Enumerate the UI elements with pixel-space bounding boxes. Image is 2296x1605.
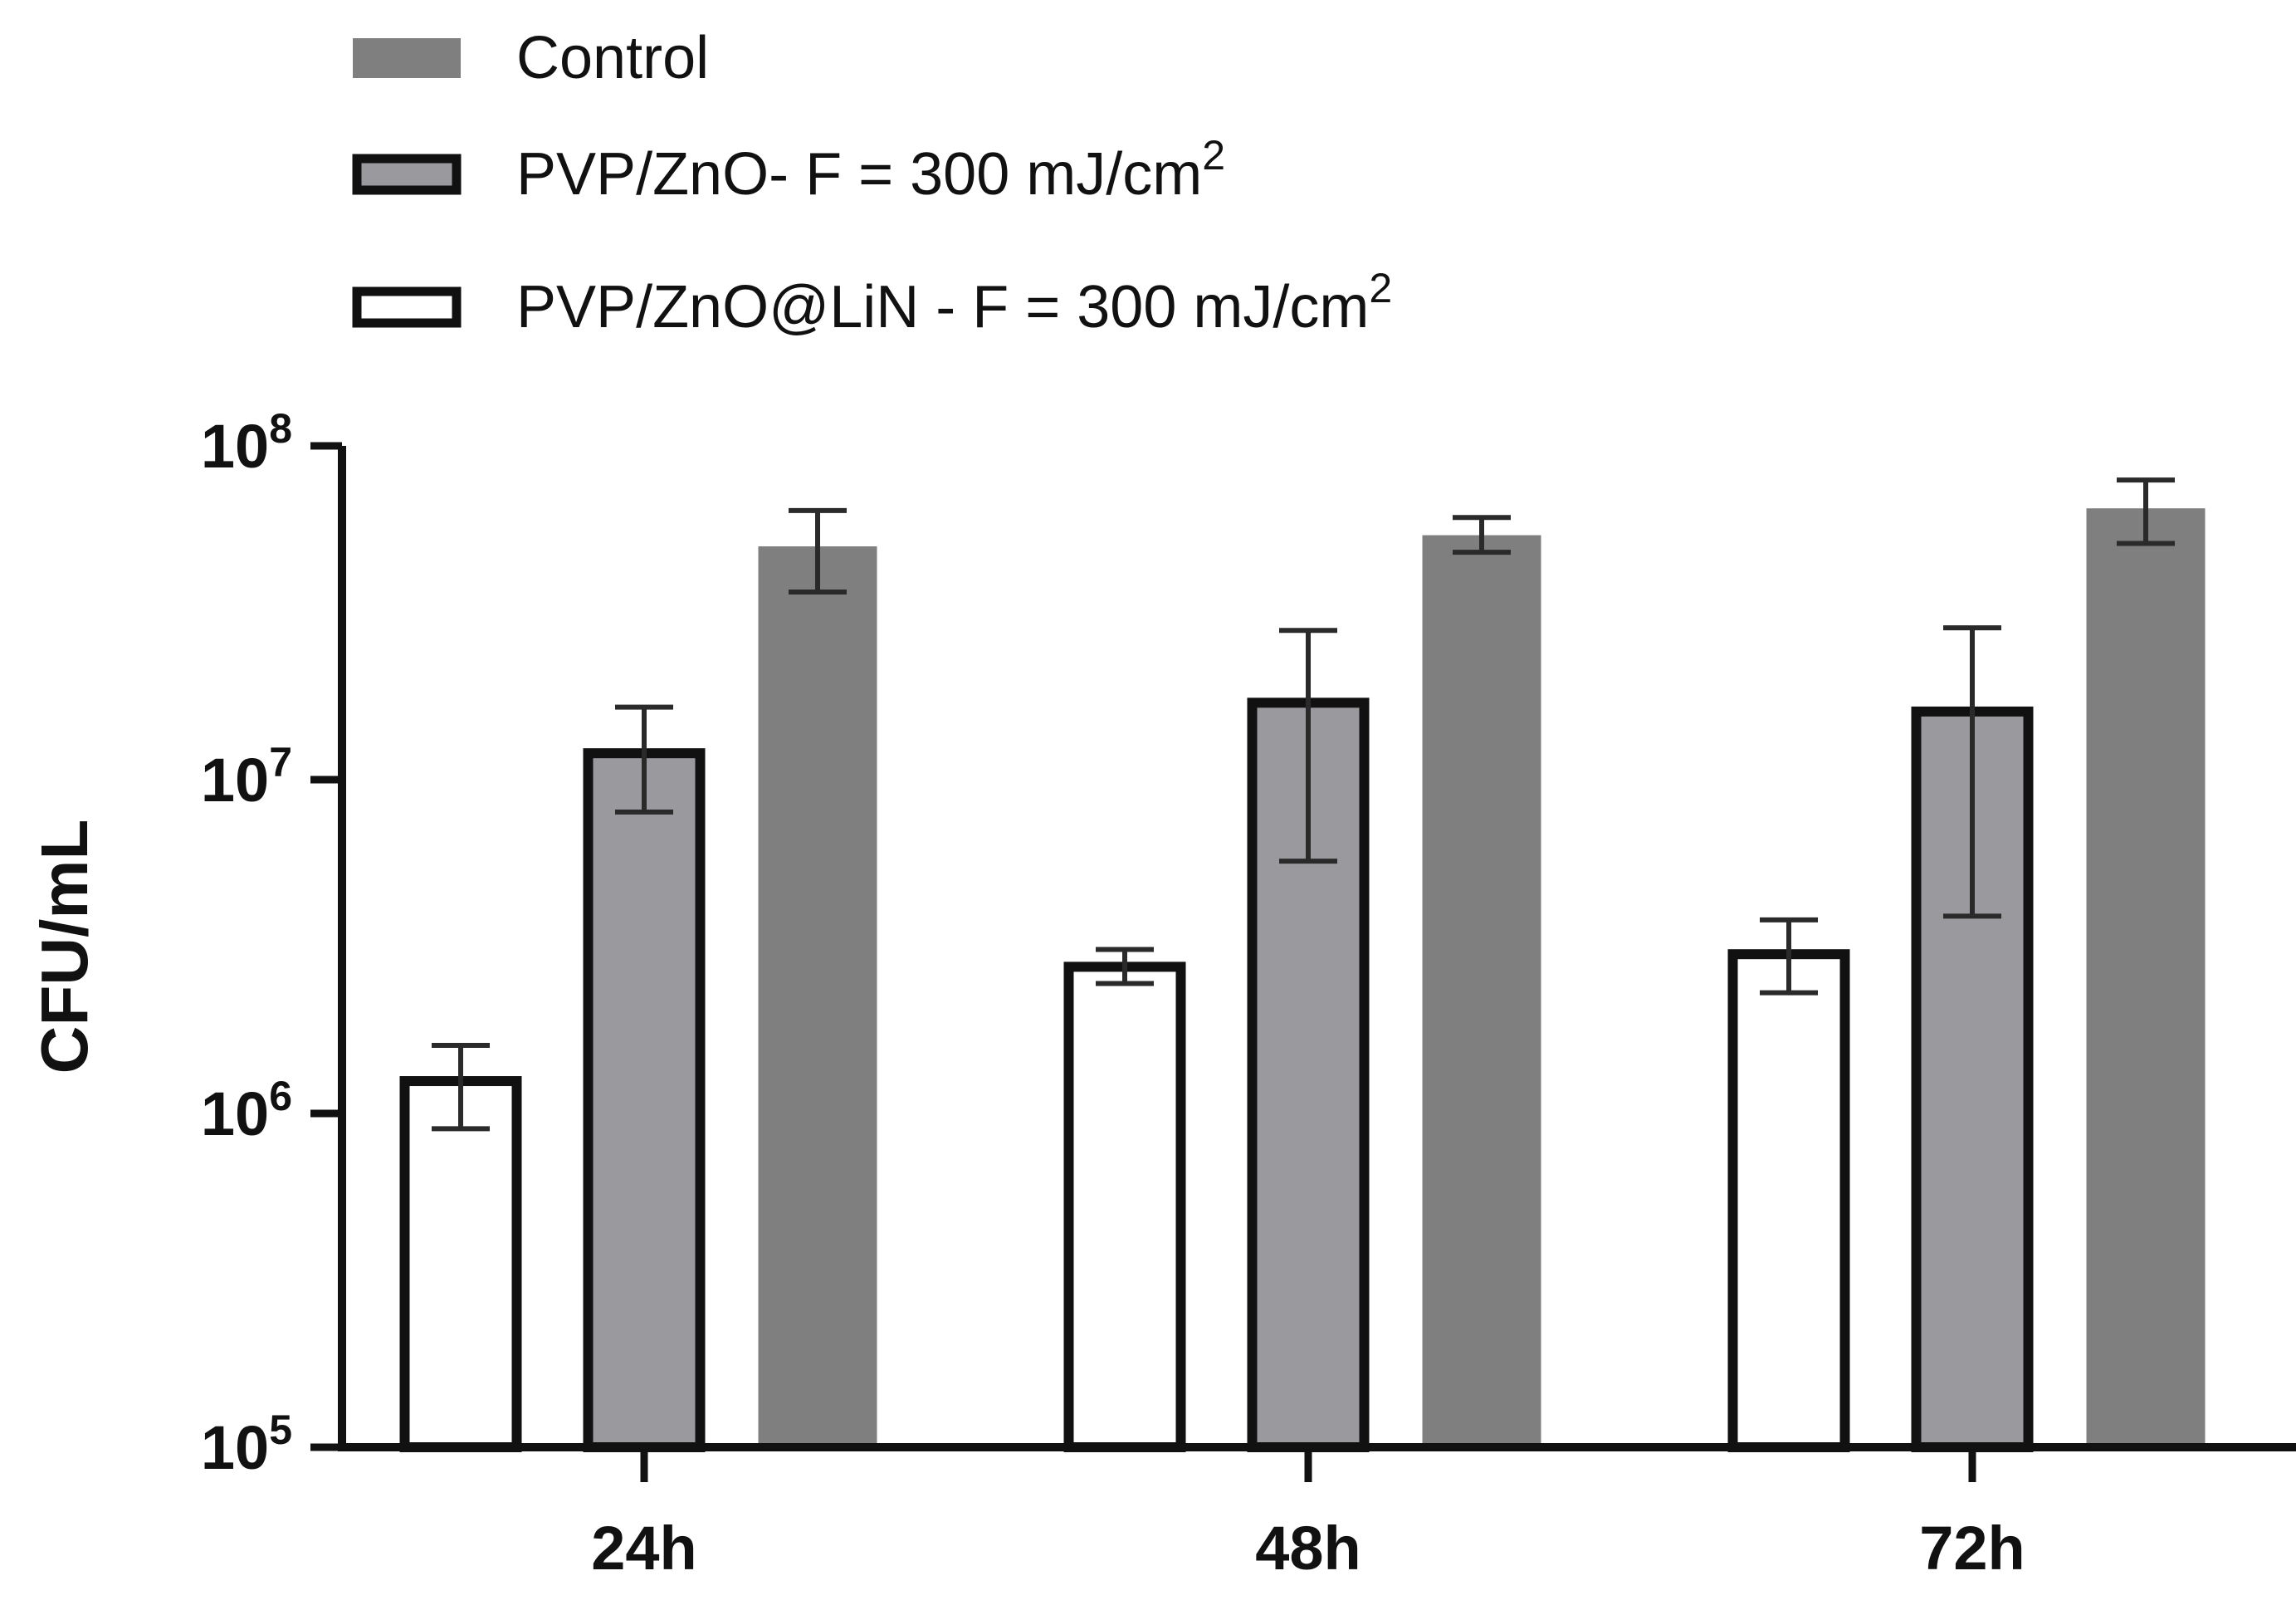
- error-bars-layer: [432, 477, 2175, 1132]
- x-tick-label-0: 24h: [591, 1514, 697, 1583]
- y-tick-label-2: 107: [201, 739, 292, 815]
- error-bar-0-2: [789, 507, 847, 595]
- bar-2-0: [1727, 949, 1850, 1452]
- bar-2-2: [2086, 508, 2206, 1448]
- x-tick-label-1: 48h: [1255, 1514, 1361, 1583]
- bar-0-2: [758, 546, 877, 1447]
- error-bar-2-0: [1760, 917, 1818, 996]
- legend-label-2: PVP/ZnO@LiN - F = 300 mJ/cm2: [516, 265, 1392, 340]
- bar-1-0: [1063, 962, 1186, 1453]
- error-bar-1-2: [1453, 515, 1511, 555]
- legend-swatch-1: [352, 154, 462, 195]
- error-bar-1-0: [1096, 947, 1154, 986]
- legend-label-0: Control: [516, 25, 709, 91]
- y-tick-label-1: 106: [201, 1073, 292, 1148]
- y-tick-label-0: 105: [201, 1407, 292, 1482]
- error-bar-0-0: [432, 1042, 490, 1132]
- legend-label-1: PVP/ZnO- F = 300 mJ/cm2: [516, 132, 1225, 208]
- legend: Control PVP/ZnO- F = 300 mJ/cm2 PVP/ZnO@Li…: [352, 25, 1392, 340]
- bar-0-1: [583, 748, 706, 1452]
- bars-layer: [399, 508, 2206, 1453]
- error-bar-0-1: [615, 704, 673, 815]
- error-bar-1-1: [1279, 628, 1337, 864]
- axes-layer: 105 106 107 108 24h 48h 72h: [201, 405, 2296, 1583]
- x-tick-label-2: 72h: [1919, 1514, 2025, 1583]
- bar-1-2: [1422, 535, 1541, 1448]
- legend-item-1: PVP/ZnO- F = 300 mJ/cm2: [352, 132, 1225, 208]
- error-bar-2-2: [2117, 477, 2175, 546]
- y-axis-label: CFU/mL: [27, 820, 101, 1074]
- legend-item-2: PVP/ZnO@LiN - F = 300 mJ/cm2: [352, 265, 1392, 340]
- y-tick-label-3: 108: [201, 405, 292, 481]
- legend-swatch-0: [353, 38, 461, 78]
- legend-item-0: Control: [353, 25, 709, 91]
- legend-swatch-2: [352, 286, 462, 328]
- error-bar-2-1: [1943, 625, 2001, 919]
- bar-0-0: [399, 1076, 522, 1452]
